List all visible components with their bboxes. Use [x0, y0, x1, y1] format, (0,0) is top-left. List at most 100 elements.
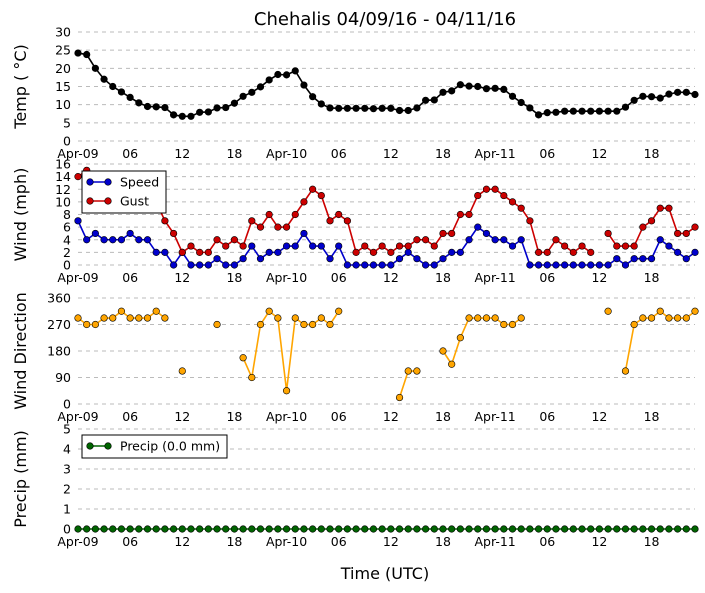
y-tick-label: 20: [55, 61, 71, 76]
data-point-temp: [230, 99, 239, 107]
x-tick-label: Apr-09: [57, 146, 98, 161]
data-point-speed: [248, 242, 256, 250]
y-tick-label: 360: [47, 291, 71, 306]
data-point-precip-0-0-mm: [439, 525, 447, 533]
data-point-gust: [639, 223, 647, 231]
data-point-speed: [378, 261, 386, 269]
data-point-temp: [448, 87, 456, 95]
data-point-temp: [239, 92, 247, 100]
data-point-temp: [126, 93, 134, 101]
x-tick-label: 12: [591, 146, 607, 161]
data-point-wind-direction: [83, 320, 91, 329]
data-point-precip-0-0-mm: [647, 525, 656, 533]
x-tick-label: Apr-09: [57, 409, 98, 424]
data-point-wind-direction: [604, 307, 612, 315]
data-point-temp: [413, 104, 421, 112]
data-point-precip-0-0-mm: [491, 525, 499, 533]
x-tick-label: 18: [435, 534, 451, 549]
x-axis-label: Time (UTC): [340, 564, 429, 583]
data-point-gust: [491, 185, 499, 193]
data-point-precip-0-0-mm: [569, 525, 577, 533]
data-point-speed: [647, 255, 656, 263]
data-point-gust: [456, 210, 464, 219]
data-point-wind-direction: [517, 314, 525, 322]
data-point-wind-direction: [309, 320, 317, 329]
x-tick-label: Apr-11: [475, 409, 516, 424]
data-point-temp: [100, 75, 108, 83]
data-point-precip-0-0-mm: [161, 525, 169, 533]
data-point-gust: [404, 242, 412, 250]
data-point-wind-direction: [91, 320, 99, 329]
data-point-gust: [395, 242, 404, 250]
y-tick-label: 4: [63, 232, 71, 247]
y-tick-label: 8: [63, 207, 71, 222]
data-point-precip-0-0-mm: [309, 525, 317, 533]
data-point-wind-direction: [135, 314, 143, 322]
data-point-wind-direction: [109, 314, 117, 322]
data-point-precip-0-0-mm: [317, 525, 325, 533]
data-point-gust: [248, 217, 256, 225]
data-point-temp: [534, 111, 543, 119]
data-point-gust: [265, 210, 273, 219]
data-point-precip-0-0-mm: [465, 525, 473, 533]
data-point-temp: [248, 88, 256, 96]
data-point-wind-direction: [404, 367, 412, 375]
series-line-wind-direction: [442, 317, 522, 367]
data-point-wind-direction: [448, 360, 456, 368]
y-tick-label: 90: [55, 370, 71, 385]
legend-label-gust: Gust: [120, 194, 149, 209]
x-tick-label: Apr-09: [57, 534, 98, 549]
data-point-precip-0-0-mm: [387, 525, 395, 533]
data-point-speed: [300, 229, 308, 238]
data-point-gust: [656, 204, 664, 212]
x-tick-label: 06: [539, 534, 555, 549]
data-point-precip-0-0-mm: [169, 525, 178, 533]
data-point-wind-direction: [239, 354, 247, 362]
data-point-gust: [222, 242, 230, 250]
data-point-temp: [508, 92, 517, 100]
data-point-wind-direction: [335, 307, 343, 315]
data-point-temp: [352, 104, 360, 112]
data-point-speed: [587, 261, 595, 269]
data-point-speed: [604, 261, 612, 269]
data-point-speed: [691, 248, 699, 256]
data-point-gust: [561, 242, 569, 250]
data-point-speed: [196, 261, 204, 269]
series-line-wind-direction: [398, 370, 417, 398]
data-point-speed: [534, 261, 543, 269]
data-point-speed: [126, 229, 134, 238]
x-tick-label: 12: [174, 270, 190, 285]
data-point-speed: [674, 248, 682, 256]
data-point-temp: [135, 99, 143, 107]
data-point-speed: [343, 261, 351, 269]
data-point-wind-direction: [274, 314, 282, 322]
x-tick-label: 12: [174, 146, 190, 161]
data-point-temp: [152, 103, 160, 111]
y-tick-label: 12: [55, 182, 71, 197]
data-point-wind-direction: [665, 314, 673, 322]
data-point-temp: [291, 67, 299, 75]
data-point-gust: [569, 248, 577, 256]
data-point-gust: [621, 242, 630, 250]
data-point-gust: [674, 229, 682, 238]
data-point-temp: [526, 104, 534, 112]
data-point-temp: [178, 112, 186, 120]
data-point-gust: [291, 210, 299, 219]
data-point-precip-0-0-mm: [665, 525, 673, 533]
data-point-gust: [74, 173, 82, 181]
data-point-speed: [439, 255, 447, 263]
y-axis-label-temp: Temp ( °C): [11, 44, 30, 129]
data-point-speed: [109, 236, 117, 244]
data-point-speed: [430, 261, 438, 269]
data-point-gust: [196, 248, 204, 256]
data-point-speed: [500, 236, 508, 244]
data-point-gust: [343, 217, 351, 225]
data-point-speed: [309, 242, 317, 250]
y-tick-label: 10: [55, 97, 71, 112]
data-point-gust: [213, 236, 221, 244]
data-point-wind-direction: [465, 314, 473, 322]
data-point-speed: [213, 255, 221, 263]
data-point-temp: [587, 107, 595, 115]
data-point-gust: [465, 210, 473, 219]
